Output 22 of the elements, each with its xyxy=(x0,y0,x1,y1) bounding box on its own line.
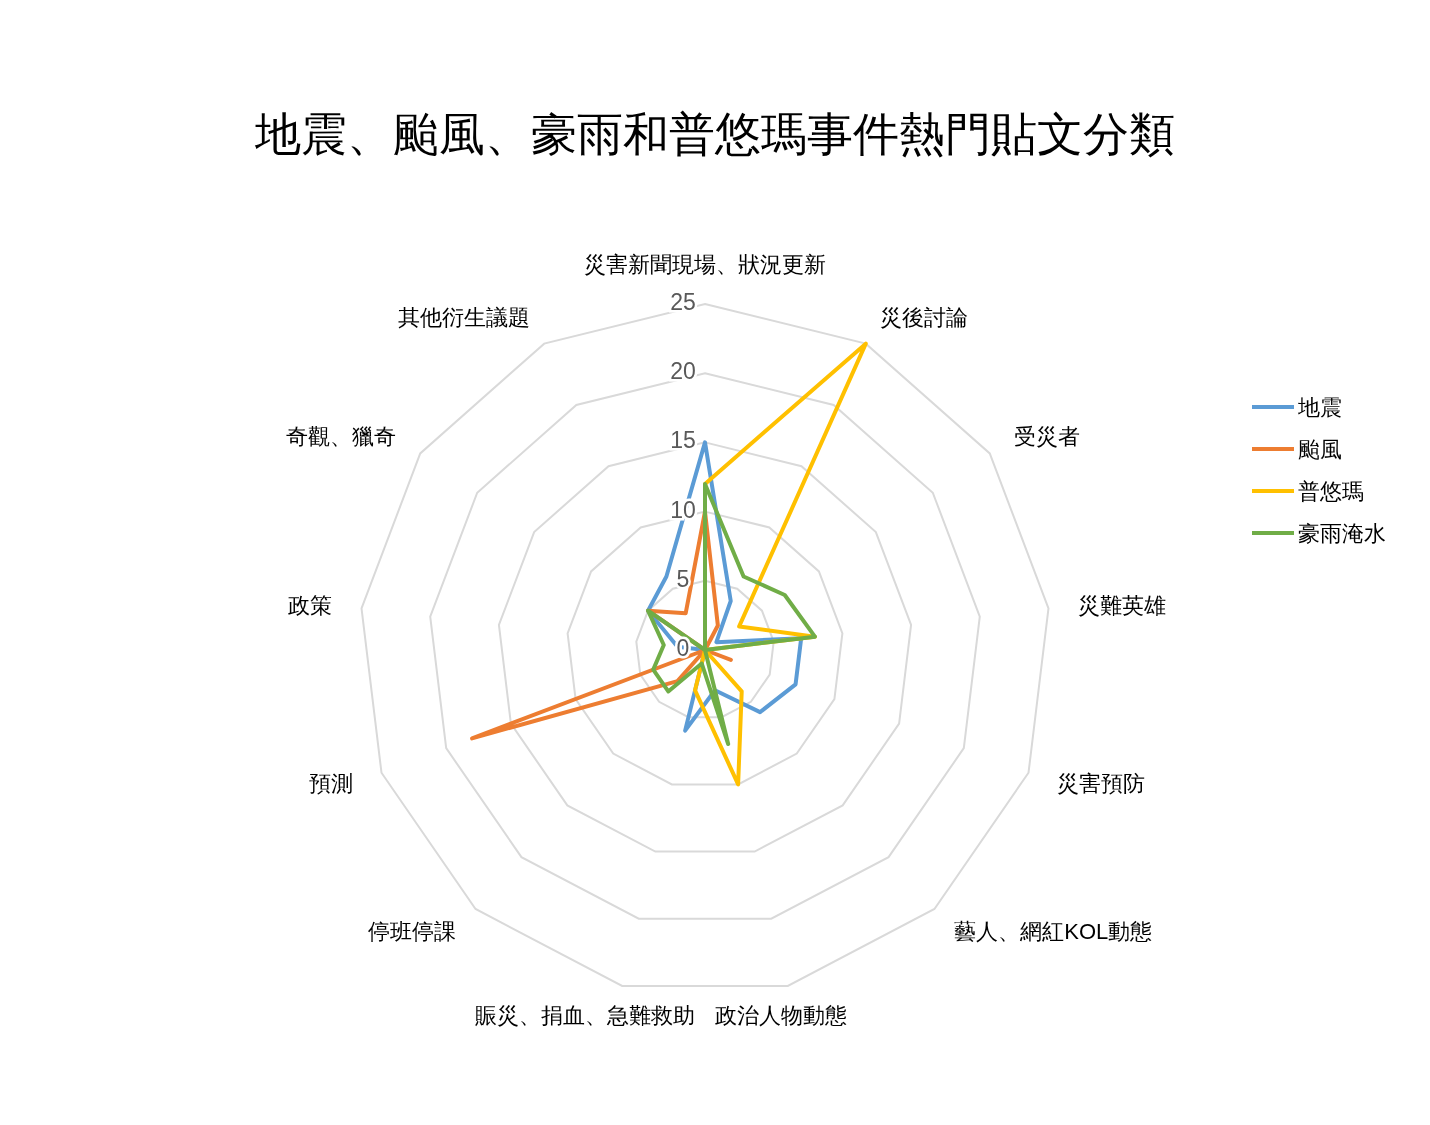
legend-label: 普悠瑪 xyxy=(1298,479,1364,504)
chart-title: 地震、颱風、豪雨和普悠瑪事件熱門貼文分類 xyxy=(254,108,1175,160)
spoke-label: 停班停課 xyxy=(367,919,456,945)
spoke-label: 受災者 xyxy=(1014,424,1081,450)
spoke-label: 其他衍生議題 xyxy=(398,305,531,331)
spoke-label: 奇觀、獵奇 xyxy=(285,424,396,450)
spoke-label: 預測 xyxy=(309,771,354,797)
y-tick-label: 15 xyxy=(670,427,696,454)
spoke-label: 災後討論 xyxy=(879,305,968,331)
spoke-label: 災難英雄 xyxy=(1078,592,1167,618)
y-tick-label: 25 xyxy=(670,289,696,315)
legend-label: 豪雨淹水 xyxy=(1298,521,1386,546)
y-tick-label: 20 xyxy=(670,358,696,385)
spoke-label: 災害預防 xyxy=(1056,771,1145,797)
spoke-label: 政治人物動態 xyxy=(715,1003,847,1029)
legend-label: 颱風 xyxy=(1298,437,1342,462)
spoke-label: 災害新聞現場、狀況更新 xyxy=(584,252,826,277)
spoke-label: 賑災、捐血、急難救助 xyxy=(475,1003,695,1029)
y-tick-label: 5 xyxy=(676,565,690,592)
spoke-label: 政策 xyxy=(287,592,332,618)
spoke-label: 藝人、網紅KOL動態 xyxy=(954,919,1153,945)
legend-label: 地震 xyxy=(1297,395,1342,420)
